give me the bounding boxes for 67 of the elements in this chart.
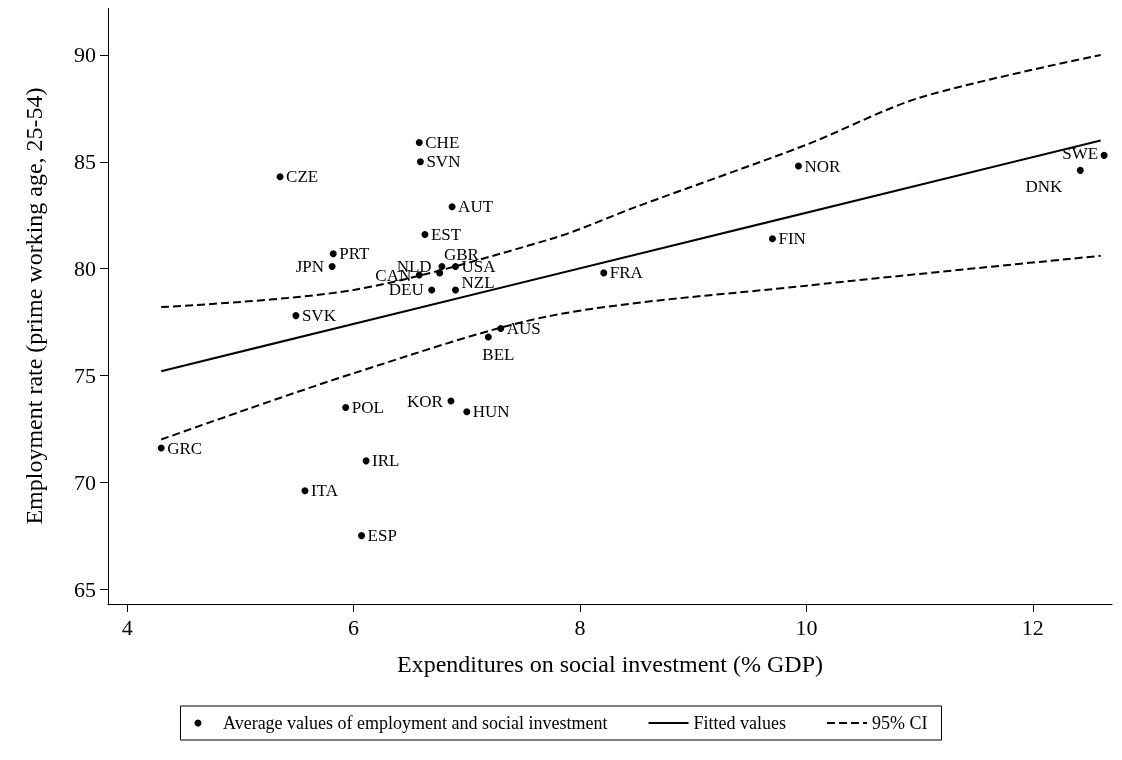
y-tick-label: 70: [74, 469, 96, 495]
annotation: NZL: [461, 273, 495, 293]
point: [416, 158, 424, 166]
x-axis-title: Expenditures on social investment (% GDP): [397, 651, 823, 677]
point: [600, 269, 608, 277]
y-tick-label: 65: [74, 576, 96, 602]
point: [436, 269, 444, 277]
point: [362, 457, 370, 465]
annotation: FIN: [778, 229, 806, 249]
point: [292, 312, 300, 320]
x-tick-label: 6: [348, 614, 360, 640]
annotation: CHE: [425, 133, 460, 153]
legend-label: 95% CI: [872, 713, 928, 733]
annotation: JPN: [295, 256, 325, 276]
annotation: NOR: [804, 156, 842, 176]
point: [329, 250, 337, 258]
annotation: SWE: [1062, 143, 1099, 163]
y-tick-label: 75: [74, 362, 96, 388]
y-tick-label: 85: [74, 149, 96, 175]
annotation: HUN: [472, 402, 510, 422]
annotation: DNK: [1025, 176, 1064, 196]
x-tick-label: 12: [1021, 614, 1044, 640]
annotation: BEL: [482, 345, 515, 365]
x-tick-label: 4: [121, 614, 133, 640]
annotation: SVN: [426, 152, 461, 172]
x-tick-label: 10: [795, 614, 818, 640]
annotation: KOR: [407, 391, 444, 411]
point: [448, 203, 456, 211]
point: [428, 286, 436, 294]
annotation: DEU: [388, 280, 424, 300]
point: [415, 139, 423, 147]
point: [794, 162, 802, 170]
point: [484, 333, 492, 341]
point: [328, 262, 336, 270]
point: [1076, 166, 1084, 174]
line-series: [160, 54, 1102, 309]
annotation: ITA: [310, 481, 339, 501]
annotation: AUS: [506, 318, 541, 338]
annotation: AUT: [458, 197, 494, 217]
y-axis-title: Employment rate (prime working age, 25-54): [21, 87, 47, 525]
y-tick-label: 90: [74, 42, 96, 68]
legend-label: Fitted values: [693, 713, 787, 733]
annotation: POL: [351, 397, 384, 417]
point: [157, 444, 165, 452]
annotation: IRL: [372, 451, 400, 471]
point: [301, 487, 309, 495]
legend-label: Average values of employment and social investment: [222, 713, 608, 733]
point: [342, 403, 350, 411]
point: [276, 173, 284, 181]
annotation: PRT: [339, 244, 371, 264]
point: [421, 230, 429, 238]
point: [438, 262, 446, 270]
point: [497, 324, 505, 332]
point: [358, 532, 366, 540]
annotation: ESP: [367, 526, 397, 546]
annotation: EST: [430, 224, 462, 244]
annotation: FRA: [609, 263, 644, 283]
x-tick-label: 8: [574, 614, 586, 640]
point: [463, 408, 471, 416]
annotation: CZE: [286, 167, 319, 187]
annotation: SVK: [301, 306, 337, 326]
annotation: GRC: [167, 438, 203, 458]
point: [452, 286, 459, 294]
point: [452, 262, 459, 270]
point: [768, 235, 776, 243]
point: [1100, 151, 1108, 159]
y-tick-label: 80: [74, 256, 96, 282]
